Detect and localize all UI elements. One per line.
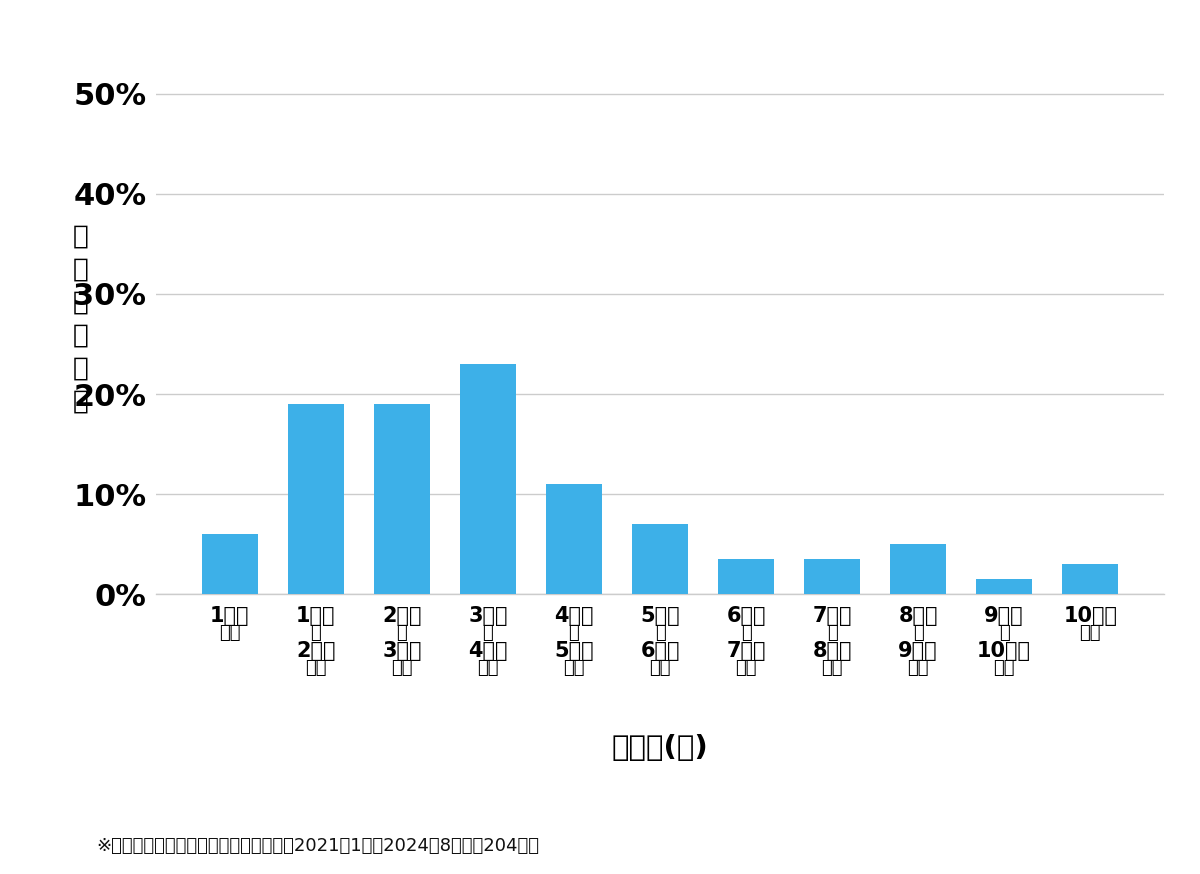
Bar [288, 404, 343, 594]
Text: ～: ～ [827, 624, 838, 642]
Text: 3万円: 3万円 [382, 642, 421, 662]
Text: ～: ～ [482, 624, 493, 642]
Text: 1万円: 1万円 [296, 607, 336, 627]
Text: 5万円: 5万円 [554, 642, 594, 662]
Text: 未満: 未満 [649, 659, 671, 677]
Text: ※弊社受付の案件を対象に集計（期間：2021年1月～2024年8月、訜204件）: ※弊社受付の案件を対象に集計（期間：2021年1月～2024年8月、訜204件） [96, 836, 539, 855]
Text: ～: ～ [311, 624, 322, 642]
Bar [202, 534, 258, 594]
Text: 未満: 未満 [563, 659, 584, 677]
Text: 価格帯(円): 価格帯(円) [612, 734, 708, 762]
Text: 6万円: 6万円 [726, 607, 766, 627]
Text: 3万円: 3万円 [468, 607, 508, 627]
Text: ～: ～ [569, 624, 580, 642]
Text: 8万円: 8万円 [899, 607, 938, 627]
Bar [890, 545, 946, 594]
Text: 9万円: 9万円 [899, 642, 938, 662]
Text: 未満: 未満 [478, 659, 499, 677]
Text: 5万円: 5万円 [640, 607, 680, 627]
Text: ～: ～ [396, 624, 407, 642]
Bar [632, 524, 688, 594]
Text: ～: ～ [998, 624, 1009, 642]
Text: ～: ～ [740, 624, 751, 642]
Text: 7万円: 7万円 [812, 607, 852, 627]
Text: 2万円: 2万円 [296, 642, 336, 662]
Text: 未満: 未満 [821, 659, 842, 677]
Bar [977, 579, 1032, 594]
Text: 8万円: 8万円 [812, 642, 852, 662]
Text: 7万円: 7万円 [726, 642, 766, 662]
Text: 未満: 未満 [305, 659, 326, 677]
Text: 6万円: 6万円 [641, 642, 679, 662]
Text: 4万円: 4万円 [468, 642, 508, 662]
Text: 価
格
帯
の
割
合: 価 格 帯 の 割 合 [72, 224, 89, 414]
Bar [804, 559, 860, 594]
Text: 未満: 未満 [220, 624, 240, 642]
Text: 以上: 以上 [1080, 624, 1100, 642]
Bar [374, 404, 430, 594]
Bar [718, 559, 774, 594]
Text: 未満: 未満 [994, 659, 1015, 677]
Bar [546, 484, 602, 594]
Text: 10万円: 10万円 [1063, 607, 1117, 627]
Text: 未満: 未満 [736, 659, 757, 677]
Text: ～: ～ [655, 624, 665, 642]
Text: 4万円: 4万円 [554, 607, 594, 627]
Text: 1万円: 1万円 [210, 607, 250, 627]
Text: 10万円: 10万円 [977, 642, 1031, 662]
Text: 9万円: 9万円 [984, 607, 1024, 627]
Text: 2万円: 2万円 [382, 607, 421, 627]
Bar [1062, 565, 1118, 594]
Bar [460, 364, 516, 594]
Text: 未満: 未満 [391, 659, 413, 677]
Text: ～: ～ [913, 624, 924, 642]
Text: 未満: 未満 [907, 659, 929, 677]
